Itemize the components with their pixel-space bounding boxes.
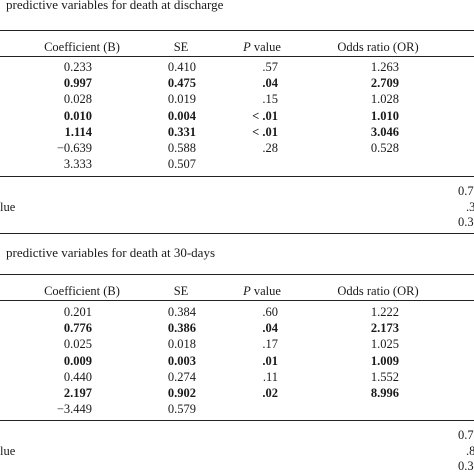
pvalue-cell: .15: [262, 92, 278, 107]
coefficient-cell: 1.114: [64, 124, 92, 139]
coefficient-cell: 0.028: [63, 92, 92, 107]
se-cell: 0.386: [167, 321, 196, 336]
se-cell: 0.579: [167, 402, 196, 417]
table2-top-rule: [0, 274, 474, 275]
table1-footer-value-1: 0.7: [458, 184, 474, 198]
pvalue-cell: .01: [262, 353, 278, 368]
table2-header-pvalue: P value: [243, 284, 281, 298]
coefficient-cell: −3.449: [56, 402, 92, 417]
se-cell: 0.902: [167, 386, 196, 400]
table2-header-rule: [0, 300, 474, 301]
table1-header-pvalue: P value: [243, 40, 281, 54]
se-cell: 0.003: [167, 353, 196, 368]
coefficient-cell: 2.197: [63, 386, 92, 400]
coefficient-cell: 0.025: [63, 337, 92, 352]
se-cell: 0.019: [167, 92, 196, 107]
se-cell: 0.384: [167, 305, 196, 319]
odds-ratio-cell: 8.996: [370, 386, 399, 400]
pvalue-cell: .11: [262, 369, 278, 384]
odds-ratio-cell: 2.709: [370, 76, 399, 91]
coefficient-cell: 0.201: [63, 305, 92, 319]
table2-header-coefficient: Coefficient (B): [44, 284, 120, 298]
pvalue-cell: .04: [262, 76, 278, 91]
table2-bottom-rule: [0, 420, 474, 421]
odds-ratio-cell: 1.010: [370, 108, 399, 123]
table2-header-se: SE: [173, 284, 189, 298]
se-cell: 0.588: [167, 141, 196, 155]
pvalue-cell: < .01: [252, 108, 278, 123]
table1-header-odds-ratio: Odds ratio (OR): [337, 40, 419, 54]
se-cell: 0.004: [167, 108, 196, 123]
pvalue-cell: .02: [262, 386, 278, 400]
coefficient-cell: 0.440: [63, 369, 92, 384]
coefficient-cell: 3.333: [63, 157, 92, 172]
odds-ratio-cell: 1.222: [370, 305, 399, 319]
coefficient-cell: 0.776: [63, 321, 92, 336]
table2-header-odds-ratio: Odds ratio (OR): [337, 284, 419, 298]
se-cell: 0.410: [167, 60, 196, 74]
pvalue-cell: < .01: [252, 124, 278, 139]
table1-header-se: SE: [173, 40, 189, 54]
se-cell: 0.475: [167, 76, 196, 91]
odds-ratio-cell: 2.173: [370, 321, 399, 336]
se-cell: 0.331: [167, 124, 196, 139]
odds-ratio-cell: 0.528: [370, 141, 399, 155]
coefficient-cell: 0.010: [63, 108, 92, 123]
table1-header-coefficient: Coefficient (B): [44, 40, 120, 54]
table2-footer-value-3: 0.3: [458, 459, 474, 473]
coefficient-cell: −0.639: [56, 141, 92, 155]
table1-bottom-rule: [0, 176, 474, 177]
table1-caption: predictive variables for death at discha…: [6, 0, 224, 12]
pvalue-cell: .17: [262, 337, 278, 352]
table2-caption: predictive variables for death at 30-day…: [6, 245, 215, 260]
pvalue-cell: .57: [262, 60, 278, 74]
odds-ratio-cell: 1.552: [370, 369, 399, 384]
se-cell: 0.507: [167, 157, 196, 172]
table1-end-rule: [0, 233, 474, 234]
se-cell: 0.018: [167, 337, 196, 352]
table2-footer-value-1: 0.7: [458, 428, 474, 442]
coefficient-cell: 0.009: [63, 353, 92, 368]
coefficient-cell: 0.997: [63, 76, 92, 91]
se-cell: 0.274: [167, 369, 196, 384]
pvalue-cell: .28: [262, 141, 278, 155]
table1-footer-label: lue: [0, 200, 16, 214]
table1-top-rule: [0, 30, 474, 31]
table1-footer-value-2: .3: [466, 200, 474, 214]
odds-ratio-cell: 1.025: [370, 337, 399, 352]
coefficient-cell: 0.233: [63, 60, 92, 74]
odds-ratio-cell: 3.046: [370, 124, 399, 139]
pvalue-cell: .04: [262, 321, 278, 336]
odds-ratio-cell: 1.009: [370, 353, 399, 368]
table2-footer-value-2: .8: [466, 444, 474, 458]
pvalue-cell: .60: [262, 305, 278, 319]
table1-footer-value-3: 0.3: [458, 215, 474, 229]
table1-header-rule: [0, 56, 474, 57]
odds-ratio-cell: 1.263: [370, 60, 399, 74]
table2-footer-label: lue: [0, 444, 16, 458]
odds-ratio-cell: 1.028: [370, 92, 399, 107]
